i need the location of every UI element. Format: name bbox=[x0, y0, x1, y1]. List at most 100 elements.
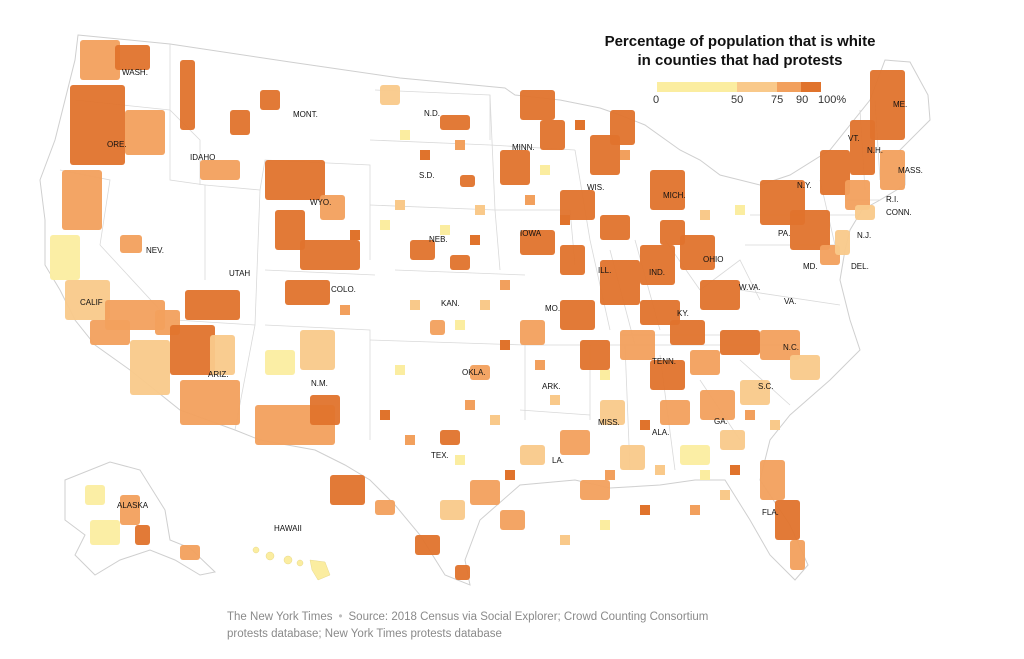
separator-dot: • bbox=[338, 611, 343, 623]
county-fill bbox=[505, 470, 515, 480]
county-fill bbox=[520, 230, 555, 255]
county-fill bbox=[600, 215, 630, 240]
county-fill bbox=[455, 565, 470, 580]
county-fill bbox=[490, 415, 500, 425]
county-fill bbox=[535, 360, 545, 370]
county-fill bbox=[620, 445, 645, 470]
county-fill bbox=[650, 360, 685, 390]
county-fill bbox=[440, 500, 465, 520]
us-county-protest-map: WASH. ORE. CALIF NEV. IDAHO MONT. WYO. U… bbox=[39, 34, 931, 586]
state-label-mont: MONT. bbox=[293, 110, 318, 119]
county-fill bbox=[475, 205, 485, 215]
source-note: Source: 2018 Census via Social Explorer;… bbox=[227, 611, 709, 640]
legend-title-line-2: in counties that had protests bbox=[637, 52, 843, 69]
state-label-ala: ALA. bbox=[652, 428, 669, 437]
state-label-iowa: IOWA bbox=[520, 229, 542, 238]
county-fill bbox=[690, 505, 700, 515]
state-label-ill: ILL. bbox=[598, 266, 611, 275]
state-label-idaho: IDAHO bbox=[190, 153, 215, 162]
county-fill bbox=[775, 500, 800, 540]
county-fill bbox=[90, 520, 120, 545]
state-label-va: VA. bbox=[784, 297, 796, 306]
county-fill bbox=[500, 150, 530, 185]
county-fill bbox=[135, 525, 150, 545]
county-fill bbox=[820, 150, 850, 195]
county-fill bbox=[560, 535, 570, 545]
county-fill bbox=[610, 110, 635, 145]
state-label-wis: WIS. bbox=[587, 183, 604, 192]
county-fill bbox=[125, 110, 165, 155]
county-fill bbox=[850, 120, 875, 175]
legend-swatch-90-100 bbox=[801, 82, 821, 92]
county-fill bbox=[660, 220, 685, 245]
county-fill bbox=[50, 235, 80, 280]
county-fill bbox=[115, 45, 150, 70]
county-fill bbox=[450, 255, 470, 270]
state-label-ariz: ARIZ. bbox=[208, 370, 228, 379]
state-label-colo: COLO. bbox=[331, 285, 356, 294]
county-fill bbox=[180, 60, 195, 130]
county-fill bbox=[285, 280, 330, 305]
county-fill bbox=[410, 300, 420, 310]
state-label-sd: S.D. bbox=[419, 171, 435, 180]
county-fill bbox=[180, 380, 240, 425]
county-fill bbox=[440, 225, 450, 235]
state-label-sc: S.C. bbox=[758, 382, 774, 391]
county-fill bbox=[660, 400, 690, 425]
legend-swatch-0-50 bbox=[657, 82, 737, 92]
state-label-okla: OKLA. bbox=[462, 368, 486, 377]
state-label-nev: NEV. bbox=[146, 246, 164, 255]
county-fill bbox=[455, 320, 465, 330]
state-label-wash: WASH. bbox=[122, 68, 148, 77]
county-fill bbox=[460, 175, 475, 187]
county-fill bbox=[520, 90, 555, 120]
county-fill bbox=[350, 230, 360, 240]
county-fill bbox=[670, 320, 705, 345]
state-label-fla: FLA. bbox=[762, 508, 779, 517]
county-fills bbox=[50, 40, 905, 580]
state-label-neb: NEB. bbox=[429, 235, 448, 244]
county-fill bbox=[700, 280, 740, 310]
county-fill bbox=[650, 170, 685, 210]
state-label-utah: UTAH bbox=[229, 269, 250, 278]
county-fill bbox=[330, 475, 365, 505]
state-label-wyo: WYO. bbox=[310, 198, 331, 207]
state-label-miss: MISS. bbox=[598, 418, 620, 427]
county-fill bbox=[735, 205, 745, 215]
county-fill bbox=[540, 165, 550, 175]
county-fill bbox=[770, 420, 780, 430]
county-fill bbox=[300, 330, 335, 370]
legend: Percentage of population that is white i… bbox=[600, 32, 880, 70]
state-labels: WASH. ORE. CALIF NEV. IDAHO MONT. WYO. U… bbox=[80, 68, 923, 533]
county-fill bbox=[400, 130, 410, 140]
county-fill bbox=[700, 470, 710, 480]
county-fill bbox=[320, 195, 345, 220]
legend-tick-90: 90 bbox=[796, 94, 808, 106]
county-fill bbox=[260, 90, 280, 110]
state-label-tenn: TENN. bbox=[652, 357, 676, 366]
county-fill bbox=[620, 150, 630, 160]
county-fill bbox=[880, 150, 905, 190]
county-fill bbox=[455, 140, 465, 150]
state-label-nm: N.M. bbox=[311, 379, 328, 388]
county-fill bbox=[520, 320, 545, 345]
county-fill bbox=[640, 300, 680, 325]
county-fill bbox=[600, 400, 625, 425]
county-fill bbox=[640, 420, 650, 430]
county-fill bbox=[680, 445, 710, 465]
state-label-ind: IND. bbox=[649, 268, 665, 277]
state-label-md: MD. bbox=[803, 262, 818, 271]
county-fill bbox=[560, 245, 585, 275]
county-fill bbox=[620, 330, 655, 360]
county-fill bbox=[560, 190, 595, 220]
county-fill bbox=[525, 195, 535, 205]
county-fill bbox=[870, 70, 905, 140]
county-fill bbox=[420, 150, 430, 160]
legend-tick-50: 50 bbox=[731, 94, 743, 106]
footer-credit: The New York Times • Source: 2018 Census v… bbox=[227, 609, 747, 643]
legend-tick-75: 75 bbox=[771, 94, 783, 106]
county-fill bbox=[790, 210, 830, 250]
state-label-ga: GA. bbox=[714, 417, 728, 426]
county-fill bbox=[600, 370, 610, 380]
county-fill bbox=[790, 540, 805, 570]
